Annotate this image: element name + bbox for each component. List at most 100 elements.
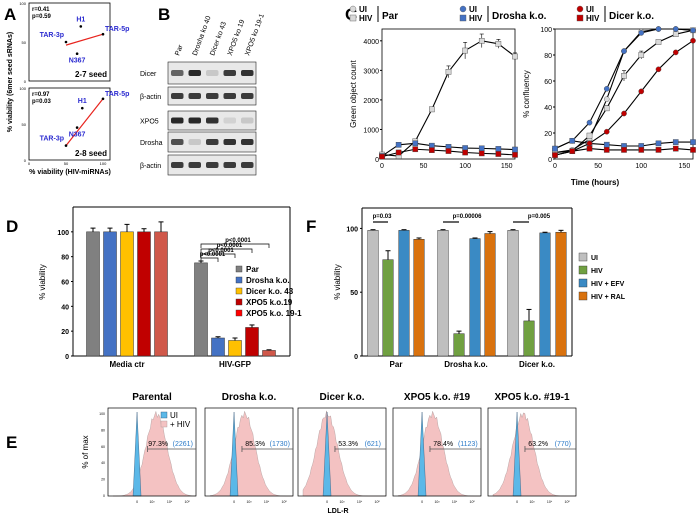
data-point bbox=[101, 32, 105, 36]
category-label: Media ctr bbox=[109, 360, 144, 369]
stat-r: r=0.97 bbox=[32, 92, 50, 98]
point-label: H1 bbox=[78, 98, 87, 105]
data-point bbox=[495, 146, 502, 152]
data-point bbox=[512, 146, 518, 153]
hiv-histogram bbox=[113, 410, 197, 497]
x-axis-label: LDL-R bbox=[328, 508, 349, 515]
legend-swatch bbox=[578, 291, 588, 301]
protein-band bbox=[171, 93, 184, 99]
protein-band bbox=[206, 93, 219, 99]
histogram-title: Drosha k.o. bbox=[222, 392, 277, 403]
y-axis-label: % confluency bbox=[522, 70, 531, 118]
histogram-box bbox=[487, 407, 577, 497]
histogram-box bbox=[107, 407, 197, 497]
bar bbox=[262, 350, 276, 357]
data-point bbox=[638, 88, 645, 95]
y-tick-label: 60 bbox=[544, 79, 552, 86]
regression-line bbox=[65, 33, 104, 46]
histogram-title: Dicer k.o. bbox=[319, 392, 364, 403]
protein-band bbox=[223, 139, 236, 145]
significance-bracket bbox=[200, 248, 253, 253]
p-value-label: p=0.005 bbox=[528, 214, 551, 220]
legend-ui-label: UI bbox=[586, 5, 594, 14]
data-point bbox=[552, 145, 558, 152]
legend-square-icon bbox=[459, 14, 467, 22]
histogram-panel bbox=[397, 410, 481, 497]
lane-label: XPO5 ko 19-1 bbox=[244, 13, 266, 57]
panel-label: A bbox=[4, 5, 16, 24]
p-value-label: p=0.03 bbox=[373, 214, 393, 220]
bar bbox=[555, 231, 567, 357]
gate-mfi: (1123) bbox=[458, 441, 478, 448]
x-tick-label: 0 bbox=[516, 500, 518, 504]
histogram-box bbox=[392, 407, 482, 497]
x-tick-label: 50 bbox=[420, 163, 428, 170]
data-point bbox=[80, 106, 84, 110]
data-point bbox=[495, 40, 502, 47]
data-point bbox=[672, 26, 679, 32]
legend-label: Dicer k.o. 43 bbox=[246, 287, 294, 296]
data-point bbox=[379, 153, 385, 160]
x-tick-label: 100 bbox=[635, 163, 647, 170]
protein-band bbox=[206, 117, 219, 124]
data-point bbox=[462, 47, 468, 54]
x-tick-label: 10⁵ bbox=[282, 500, 288, 504]
stat-p: p=0.59 bbox=[32, 14, 52, 20]
bar bbox=[382, 259, 394, 357]
data-point bbox=[603, 147, 610, 153]
data-point bbox=[512, 152, 518, 158]
legend-label: UI bbox=[170, 411, 178, 420]
x-tick-label: 0 bbox=[553, 163, 557, 170]
y-tick-label: 100 bbox=[19, 1, 26, 6]
panel-label: F bbox=[306, 217, 316, 236]
seed-label: 2-8 seed bbox=[75, 149, 107, 158]
y-tick-label: 40 bbox=[544, 105, 552, 112]
stat-r: r=0.41 bbox=[32, 7, 50, 13]
significance-bracket bbox=[200, 253, 236, 258]
gate-percent: 63.2% bbox=[528, 441, 548, 448]
hiv-histogram bbox=[302, 410, 386, 497]
y-tick-label: 60 bbox=[61, 280, 69, 287]
series-line bbox=[554, 28, 694, 150]
y-tick-label: 3000 bbox=[363, 68, 379, 75]
data-point bbox=[586, 119, 593, 126]
bar bbox=[507, 230, 519, 357]
category-label: Par bbox=[390, 360, 403, 369]
lane-label: Par bbox=[174, 43, 185, 56]
bar bbox=[484, 233, 496, 357]
legend-ui-label: UI bbox=[359, 5, 367, 14]
data-point bbox=[478, 145, 485, 152]
legend-swatch bbox=[235, 298, 243, 306]
data-point bbox=[638, 52, 645, 58]
series-line bbox=[381, 40, 516, 157]
x-tick-label: 100 bbox=[100, 161, 107, 166]
x-tick-label: 10³ bbox=[246, 500, 252, 504]
lane-label: Dicer ko 43 bbox=[209, 21, 228, 57]
legend-hiv-label: HIV bbox=[586, 14, 600, 23]
data-point bbox=[603, 96, 610, 102]
y-axis-label: % viability bbox=[333, 264, 342, 300]
histogram-panel bbox=[492, 411, 576, 497]
data-point bbox=[429, 106, 435, 113]
y-tick-label: 100 bbox=[346, 226, 358, 233]
data-point bbox=[638, 30, 645, 36]
panel-label: E bbox=[6, 433, 17, 452]
gate-mfi: (770) bbox=[555, 441, 571, 448]
blot-label: XPO5 bbox=[140, 119, 159, 126]
legend-swatch bbox=[578, 252, 588, 262]
point-label: TAR-3p bbox=[40, 136, 64, 143]
y-tick-label: 80 bbox=[61, 255, 69, 262]
legend-hiv-label: HIV bbox=[359, 14, 373, 23]
legend-label: Par bbox=[246, 265, 259, 274]
data-point bbox=[603, 86, 610, 92]
data-point bbox=[445, 148, 452, 154]
y-tick-label: 50 bbox=[22, 122, 27, 127]
data-point bbox=[690, 27, 696, 34]
data-point bbox=[79, 25, 83, 28]
y-tick-label: 100 bbox=[19, 86, 26, 91]
data-point bbox=[75, 126, 79, 129]
bar bbox=[469, 238, 481, 357]
blot-label: β-actin bbox=[140, 94, 161, 101]
protein-band bbox=[206, 139, 219, 145]
